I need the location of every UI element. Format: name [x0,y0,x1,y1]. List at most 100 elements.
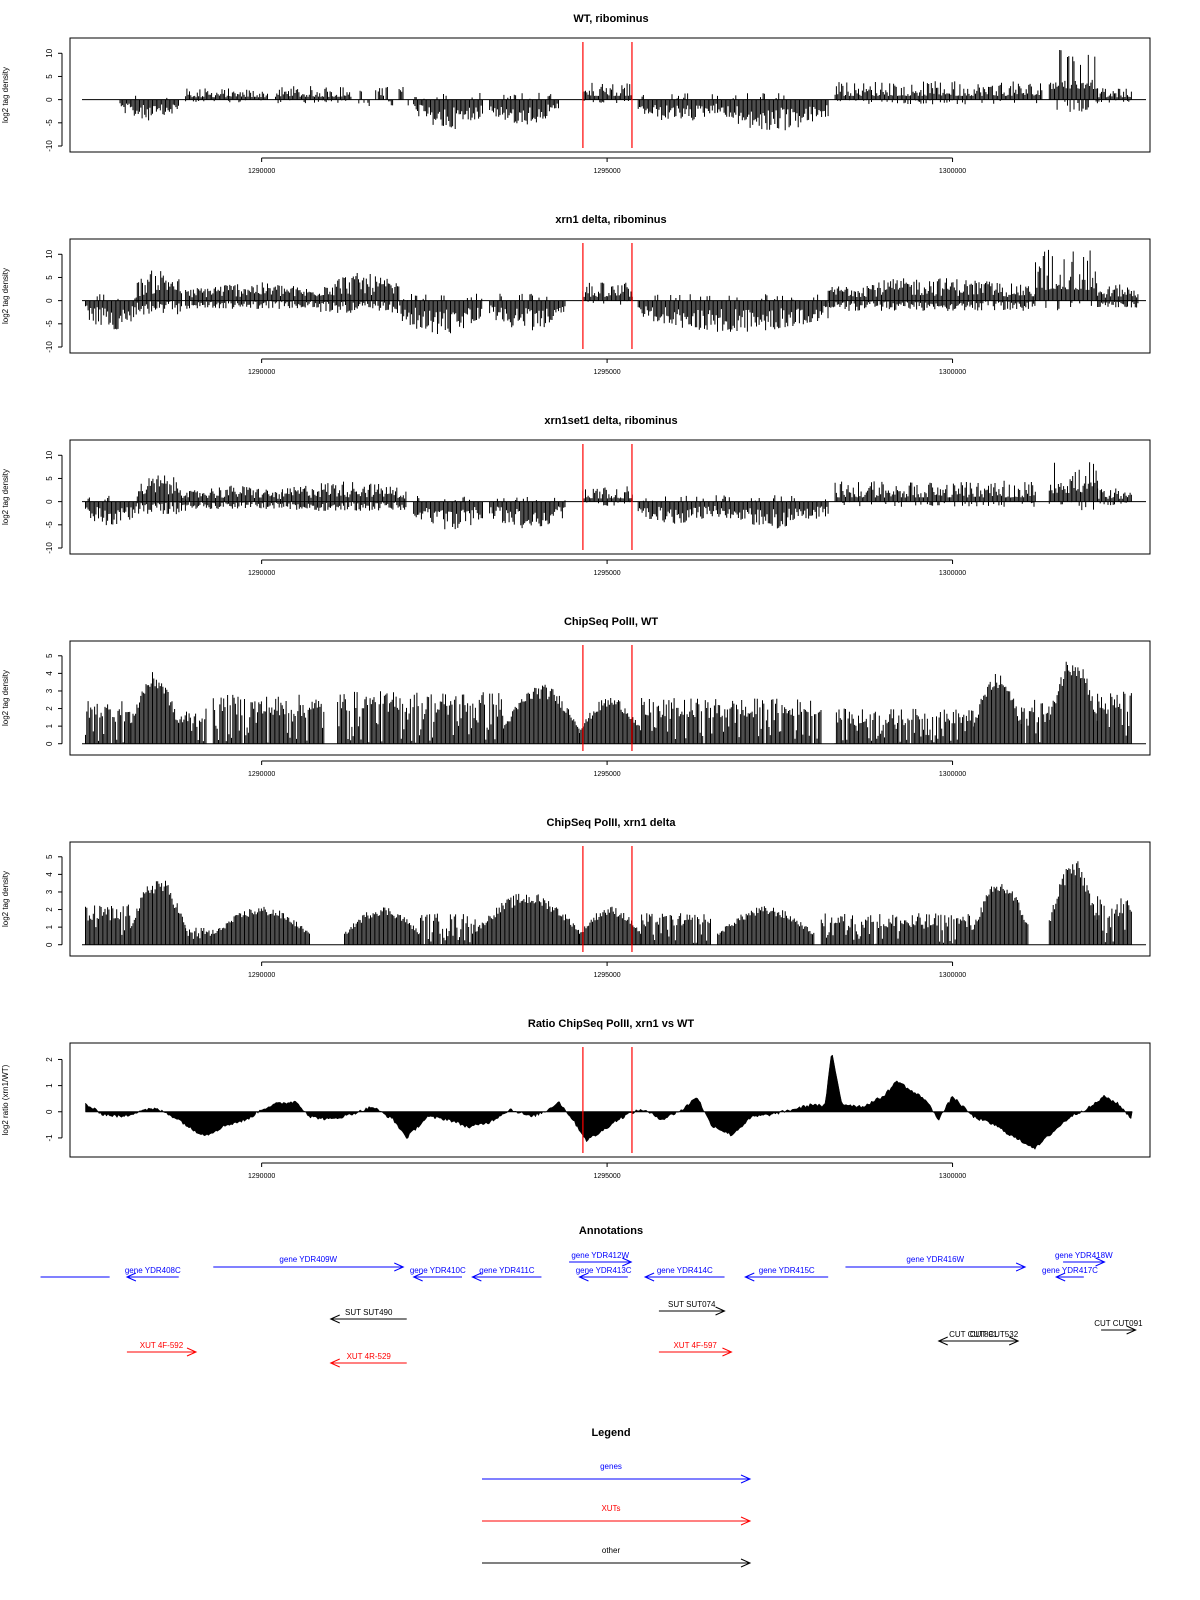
y-axis-label: log2 ratio (xrn1/WT) [1,1064,10,1135]
signal-segment-11 [834,81,1043,105]
y-axis-label: log2 tag density [1,871,10,927]
y-axis-label: log2 tag density [1,67,10,123]
signal-bars [834,480,1036,507]
plot-frame [69,439,1151,555]
arrow-head [1095,1257,1106,1267]
signal-segment-9 [641,913,711,945]
signal-segment-1 [85,495,137,526]
signal-segment-10 [834,480,1036,507]
feature-gene: gene YDR411C [471,1266,542,1282]
feature-gene: gene YDR409W [213,1255,405,1272]
track-panel-1: WT, ribominus 10 5 0 -5 -10 log2 tag density 12… [1,13,1151,175]
feature-label: gene YDR417C [1042,1266,1098,1275]
arrow-head [412,1272,423,1282]
signal-segment-7 [475,893,579,945]
track-panel-3: xrn1set1 delta, ribominus 10 5 0 -5 -10 log2 t… [1,415,1151,577]
arrow-head [722,1347,733,1357]
signal-segment-2 [136,475,186,515]
signal-segment-2 [129,672,179,744]
signal-segment-3 [185,88,268,103]
y-axis-label: log2 tag density [1,268,10,324]
y-tick-label: 5 [45,74,54,79]
feature-gene: gene YDR415C [744,1266,829,1282]
signal-bars [212,906,310,945]
arrow-head [740,1516,752,1526]
y-tick-label: 0 [45,741,54,746]
signal-bars [185,927,214,945]
feature-other: SUT SUT490 [329,1308,407,1324]
signal-segment-11 [1048,462,1098,511]
signal-bars [1097,488,1132,506]
signal-bars [399,293,483,334]
signal-bars [1035,249,1098,311]
signal-bars [637,93,718,121]
legend-panel: Legend genes XUTs other [482,1427,752,1568]
feature-label: CUT CUT891 [949,1330,998,1339]
signal-bars [275,86,352,104]
feature-xut: XUT 4F-597 [658,1341,733,1357]
signal-bars [136,475,186,515]
signal-segment-8 [579,906,642,945]
signal-bars [1097,896,1132,945]
feature-label: gene YDR409W [279,1255,337,1264]
arrow-head [622,1257,633,1267]
plot-frame [69,640,1151,756]
signal-segment-9 [717,495,829,529]
arrow-head [1015,1262,1027,1272]
feature-label: gene YDR418W [1055,1251,1113,1260]
signal-bars [579,906,642,945]
track-panel-2: xrn1 delta, ribominus 10 5 0 -5 -10 log2 tag d… [1,214,1151,376]
x-tick-label: 1290000 [248,1173,275,1180]
x-tick-label: 1295000 [593,168,620,175]
track-panel-4: ChipSeq PolII, WT 0 1 2 3 4 5 log2 tag density 1… [1,616,1151,778]
feature-gene: gene YDR417C [1042,1266,1098,1282]
arrow-head [329,1358,340,1368]
x-tick-label: 1295000 [593,972,620,979]
feature-label: SUT SUT074 [668,1300,716,1309]
signal-bars [185,282,317,309]
arrow-head [937,1336,948,1346]
track-title: xrn1set1 delta, ribominus [544,415,677,427]
y-tick-label: 4 [45,872,54,877]
signal-bars [827,278,1036,311]
signal-segment-5 [358,87,409,106]
signal-segment-12 [972,884,1029,945]
feature-label: XUT 4F-597 [673,1341,717,1350]
x-tick-label: 1290000 [248,771,275,778]
signal-segment-7 [579,698,642,744]
x-tick-label: 1290000 [248,570,275,577]
signal-segment-9 [827,278,1036,311]
signal-segment-5 [413,496,483,530]
y-tick-label: 3 [45,688,54,693]
feature-gene: gene YDR412W [569,1251,633,1267]
y-tick-label: 1 [45,924,54,929]
signal-bars [85,495,137,526]
plot-frame [69,841,1151,957]
signal-segment-7 [489,92,559,125]
legend-title: Legend [591,1427,630,1439]
legend-label: genes [600,1462,622,1471]
arrow-head [1054,1272,1066,1282]
x-tick-label: 1290000 [248,972,275,979]
signal-bars [420,913,476,945]
signal-bars [820,913,973,945]
x-tick-label: 1300000 [939,570,966,577]
arrow-head [1008,1336,1020,1346]
arrow-head [740,1474,752,1484]
feature-gene: gene YDR408C [125,1266,181,1282]
signal-segment-10 [717,93,829,131]
feature-other: CUT CUT091 [1094,1319,1143,1335]
signal-bars [834,81,1043,105]
signal-bars [185,485,283,509]
signal-segment-11 [1021,699,1050,744]
x-tick-label: 1300000 [939,771,966,778]
signal-bars [1097,691,1132,744]
feature-other: SUT SUT074 [658,1300,726,1316]
y-axis-label: log2 tag density [1,670,10,726]
y-tick-label: 0 [45,942,54,947]
signal-bars [717,93,829,131]
signal-segment-4 [281,481,407,511]
signal-segment-1 [85,294,137,330]
y-tick-label: 4 [45,671,54,676]
